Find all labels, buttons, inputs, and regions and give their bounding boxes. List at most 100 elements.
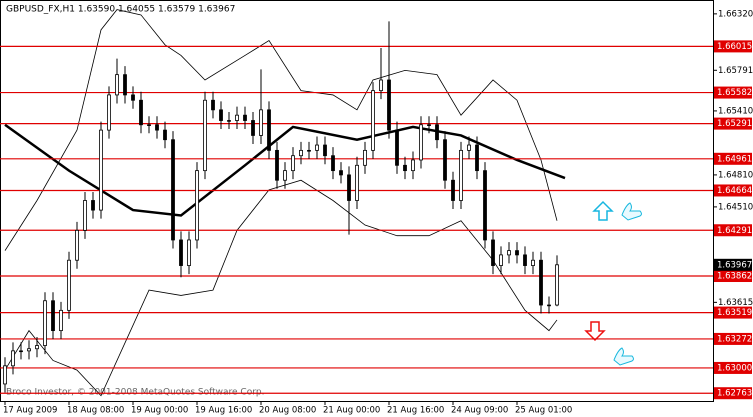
candle-body [499, 254, 503, 266]
chart-title: GBPUSD_FX,H1 1.63590 1.64055 1.63579 1.6… [6, 5, 235, 15]
candle-body [459, 149, 463, 201]
candle-body [83, 200, 87, 231]
candle-body [547, 304, 551, 307]
candle-body [555, 264, 559, 306]
level-label: 1.63519 [717, 308, 752, 318]
level-label: 1.64664 [717, 186, 752, 196]
candle-body [427, 124, 431, 126]
level-label-box [714, 270, 752, 283]
x-tick-label: 18 Aug 08:00 [67, 406, 124, 416]
x-tick-label: 19 Aug 00:00 [131, 406, 188, 416]
candle-body [539, 259, 543, 306]
candle-body [435, 124, 439, 141]
candle-body [115, 74, 119, 96]
candle-body [251, 120, 255, 136]
candle-body [347, 174, 351, 201]
level-label-box [714, 152, 752, 165]
hand-icon [621, 202, 642, 221]
candle-body [187, 239, 191, 266]
level-label: 1.64961 [717, 154, 752, 164]
candle-body [91, 200, 95, 211]
candle-body [179, 239, 183, 266]
candle-body [139, 99, 143, 126]
candle-body [59, 309, 63, 332]
x-tick-label: 25 Aug 01:00 [515, 406, 572, 416]
candle-body [411, 159, 415, 172]
x-tick-label: 19 Aug 16:00 [195, 406, 252, 416]
candle-body [35, 345, 39, 350]
candle-body [299, 149, 303, 157]
candle-body [243, 114, 247, 121]
candle-body [131, 94, 135, 101]
level-label-box [714, 361, 752, 374]
candle-body [75, 229, 79, 261]
candle-body [395, 129, 399, 166]
candle-body [219, 109, 223, 121]
level-label: 1.64291 [717, 226, 752, 236]
level-label-box [714, 332, 752, 345]
candle-body [235, 114, 239, 121]
indicator-line [4, 9, 558, 251]
candle-body [267, 109, 271, 151]
y-tick-label: 1.65410 [718, 106, 753, 116]
x-tick-label: 21 Aug 16:00 [387, 406, 444, 416]
candle-body [379, 79, 383, 92]
level-label: 1.63000 [717, 363, 752, 373]
candle-body [107, 94, 111, 131]
candle-body [363, 149, 367, 166]
x-tick-label: 20 Aug 08:00 [259, 406, 316, 416]
candle-body [475, 144, 479, 172]
candle-body [211, 99, 215, 111]
candle-body [67, 259, 71, 311]
level-label-box [714, 224, 752, 237]
level-label: 1.65291 [717, 119, 752, 129]
level-label-box [714, 86, 752, 99]
candle-body [491, 239, 495, 266]
signal-icons [584, 200, 642, 366]
candle-body [355, 164, 359, 201]
y-tick-label: 1.64810 [718, 170, 753, 180]
candle-body [419, 124, 423, 161]
candle-body [483, 170, 487, 241]
level-label-box [714, 184, 752, 197]
copyright: Broco Investor, © 2001-2008 MetaQuotes S… [6, 388, 265, 398]
candle-body [51, 300, 55, 332]
candle-body [467, 144, 471, 151]
candle-body [291, 155, 295, 172]
y-tick-label: 1.63615 [718, 298, 753, 308]
candle-body [283, 170, 287, 181]
candle-body [99, 129, 103, 211]
candle-body [339, 170, 343, 176]
y-tick-label: 1.66320 [718, 9, 753, 19]
indicator-line [4, 123, 566, 217]
candle-body [123, 74, 127, 96]
y-tick-label: 1.65791 [718, 66, 753, 76]
up-arrow [592, 200, 614, 221]
candle-body [315, 144, 319, 151]
candle-body [203, 99, 207, 172]
x-tick-label: 24 Aug 09:00 [451, 406, 508, 416]
candle-body [323, 144, 327, 157]
level-label-box [714, 40, 752, 53]
y-tick-label: 1.64510 [718, 202, 753, 212]
candle-body [155, 124, 159, 131]
candle-body [43, 300, 47, 346]
candle-body [11, 350, 15, 367]
candle-body [259, 109, 263, 136]
candle-body [403, 164, 407, 172]
candle-body [147, 124, 151, 126]
x-tick-label: 21 Aug 00:00 [323, 406, 380, 416]
level-label: 1.63862 [717, 272, 752, 282]
price-label: 1.63967 [717, 260, 752, 270]
candle-body [507, 250, 511, 256]
candle-body [227, 120, 231, 122]
candle-body [19, 350, 23, 353]
candle-body [3, 365, 7, 385]
candle-body [195, 170, 199, 241]
candle-body [27, 348, 31, 352]
level-label: 1.65582 [717, 88, 752, 98]
level-label: 1.66015 [717, 42, 752, 52]
candle-body [163, 129, 167, 141]
